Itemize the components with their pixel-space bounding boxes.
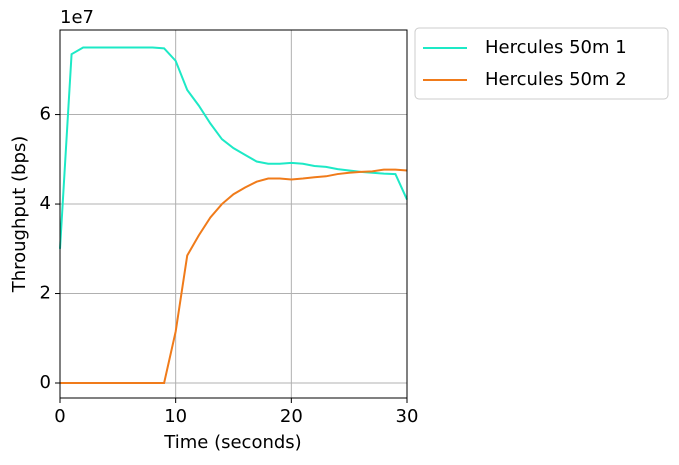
- data-line: [60, 168, 408, 385]
- y-axis-label: Throughput (bps): [9, 136, 30, 294]
- y-offset-label: 1e7: [60, 7, 94, 28]
- legend-label: Hercules 50m 2: [485, 69, 627, 90]
- legend-box: [414, 27, 669, 100]
- plot-frame: [59, 29, 408, 399]
- x-tick-label: 10: [164, 406, 187, 427]
- y-tick-label: 6: [40, 104, 51, 125]
- y-tick-label: 2: [40, 283, 51, 304]
- x-tick-label: 0: [54, 406, 65, 427]
- legend-label: Hercules 50m 1: [485, 37, 627, 58]
- y-tick-label: 0: [40, 372, 51, 393]
- x-axis-label: Time (seconds): [163, 432, 301, 453]
- data-line: [59, 46, 408, 249]
- legend: Hercules 50m 1 Hercules 50m 2: [414, 27, 669, 100]
- y-tick-label: 4: [40, 193, 51, 214]
- x-tick-label: 30: [396, 406, 419, 427]
- x-tick-label: 20: [280, 406, 303, 427]
